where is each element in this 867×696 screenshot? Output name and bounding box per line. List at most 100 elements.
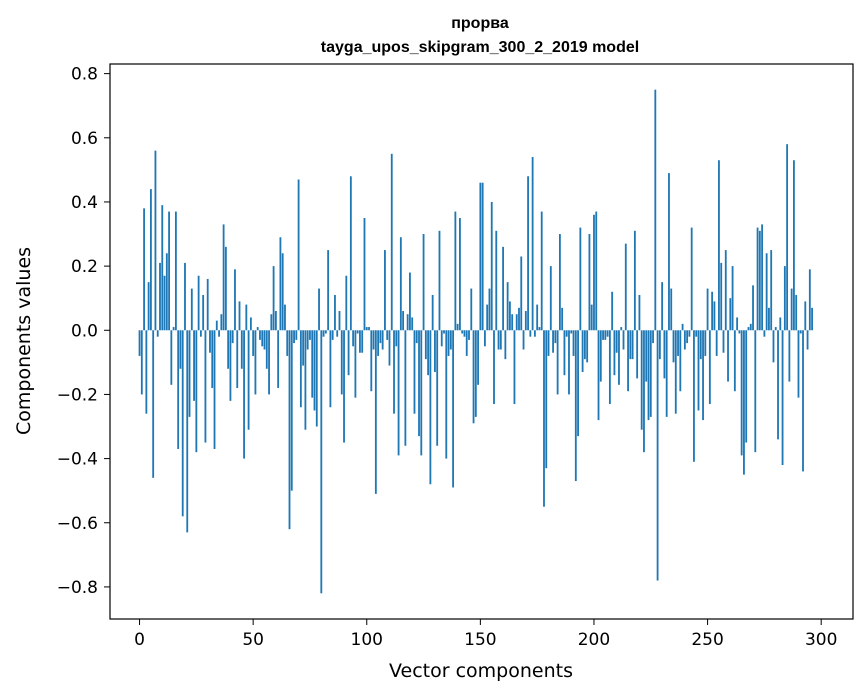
bar (202, 294, 205, 331)
bar (463, 330, 466, 337)
bar (783, 266, 786, 331)
bar (370, 330, 373, 392)
bar (234, 269, 236, 331)
bar (636, 330, 639, 379)
bar (340, 330, 343, 395)
bar (777, 330, 779, 440)
bar (361, 330, 364, 353)
bar (754, 330, 757, 453)
x-axis-ticks: 0 50 100 150 200 250 300 (134, 619, 837, 650)
bar (622, 330, 625, 350)
bar (159, 262, 161, 331)
bar (736, 317, 739, 331)
bar (488, 288, 491, 331)
bar (422, 234, 425, 331)
bar (633, 230, 636, 331)
bar (320, 330, 323, 594)
bar (656, 330, 659, 581)
bar (538, 327, 541, 331)
bar (397, 330, 400, 456)
y-axis-label: Components values (13, 247, 35, 435)
bar (479, 182, 482, 331)
bar (547, 330, 550, 356)
bar (761, 224, 764, 331)
bar (168, 211, 170, 331)
bar (379, 330, 382, 344)
bar (708, 330, 711, 405)
bar (727, 330, 729, 382)
bar (790, 288, 793, 331)
bar (502, 246, 504, 331)
bar (261, 330, 264, 347)
bar (290, 330, 293, 491)
bar (265, 330, 268, 369)
bar (602, 330, 604, 340)
bar (329, 330, 332, 408)
bar (429, 330, 432, 485)
bar (713, 301, 716, 331)
bar (702, 330, 704, 421)
bar (640, 330, 643, 430)
bar (309, 330, 311, 340)
bar (449, 330, 452, 350)
bar (743, 330, 745, 475)
bar (604, 330, 607, 340)
bar (565, 330, 568, 337)
bar (363, 217, 366, 331)
bar (718, 160, 720, 331)
bar (311, 330, 314, 398)
bar (427, 330, 430, 376)
bar (161, 205, 164, 331)
bar (554, 330, 557, 344)
bar (270, 314, 273, 331)
bar (409, 272, 411, 331)
bar (668, 173, 670, 331)
bar (802, 330, 804, 472)
bar (620, 327, 623, 331)
bar (758, 230, 761, 331)
bar (170, 330, 173, 385)
y-tick-label: 0.0 (71, 321, 98, 341)
bar (770, 250, 773, 331)
bar (670, 288, 673, 331)
bar (631, 330, 634, 360)
bar (495, 230, 498, 331)
bar (263, 330, 266, 350)
bar (286, 330, 289, 356)
bar (511, 314, 514, 331)
bar (613, 330, 616, 376)
bar (184, 262, 186, 331)
bar (681, 323, 684, 331)
bar (581, 330, 584, 372)
bar (481, 182, 484, 331)
bar (808, 269, 811, 331)
y-tick-label: −0.8 (57, 578, 98, 598)
bar (686, 330, 689, 344)
bar (468, 330, 470, 340)
y-tick-label: 0.8 (71, 65, 98, 85)
bar (683, 330, 686, 350)
bar (336, 330, 339, 337)
bar (259, 330, 261, 340)
bar (474, 330, 477, 417)
bar (518, 307, 520, 331)
bar (513, 330, 516, 405)
bar (749, 323, 752, 331)
bar (299, 330, 302, 408)
bar (763, 330, 766, 337)
bar (195, 330, 198, 453)
bar (211, 330, 214, 389)
bar (568, 330, 570, 395)
bar (672, 330, 675, 363)
y-tick-label: −0.4 (57, 450, 98, 470)
bar (306, 330, 309, 350)
bar (690, 227, 693, 331)
bar (556, 330, 559, 395)
bar (281, 253, 284, 331)
bar (745, 330, 748, 443)
bar (738, 330, 741, 334)
bar (606, 330, 609, 337)
bar (384, 250, 386, 331)
bar (231, 330, 234, 344)
